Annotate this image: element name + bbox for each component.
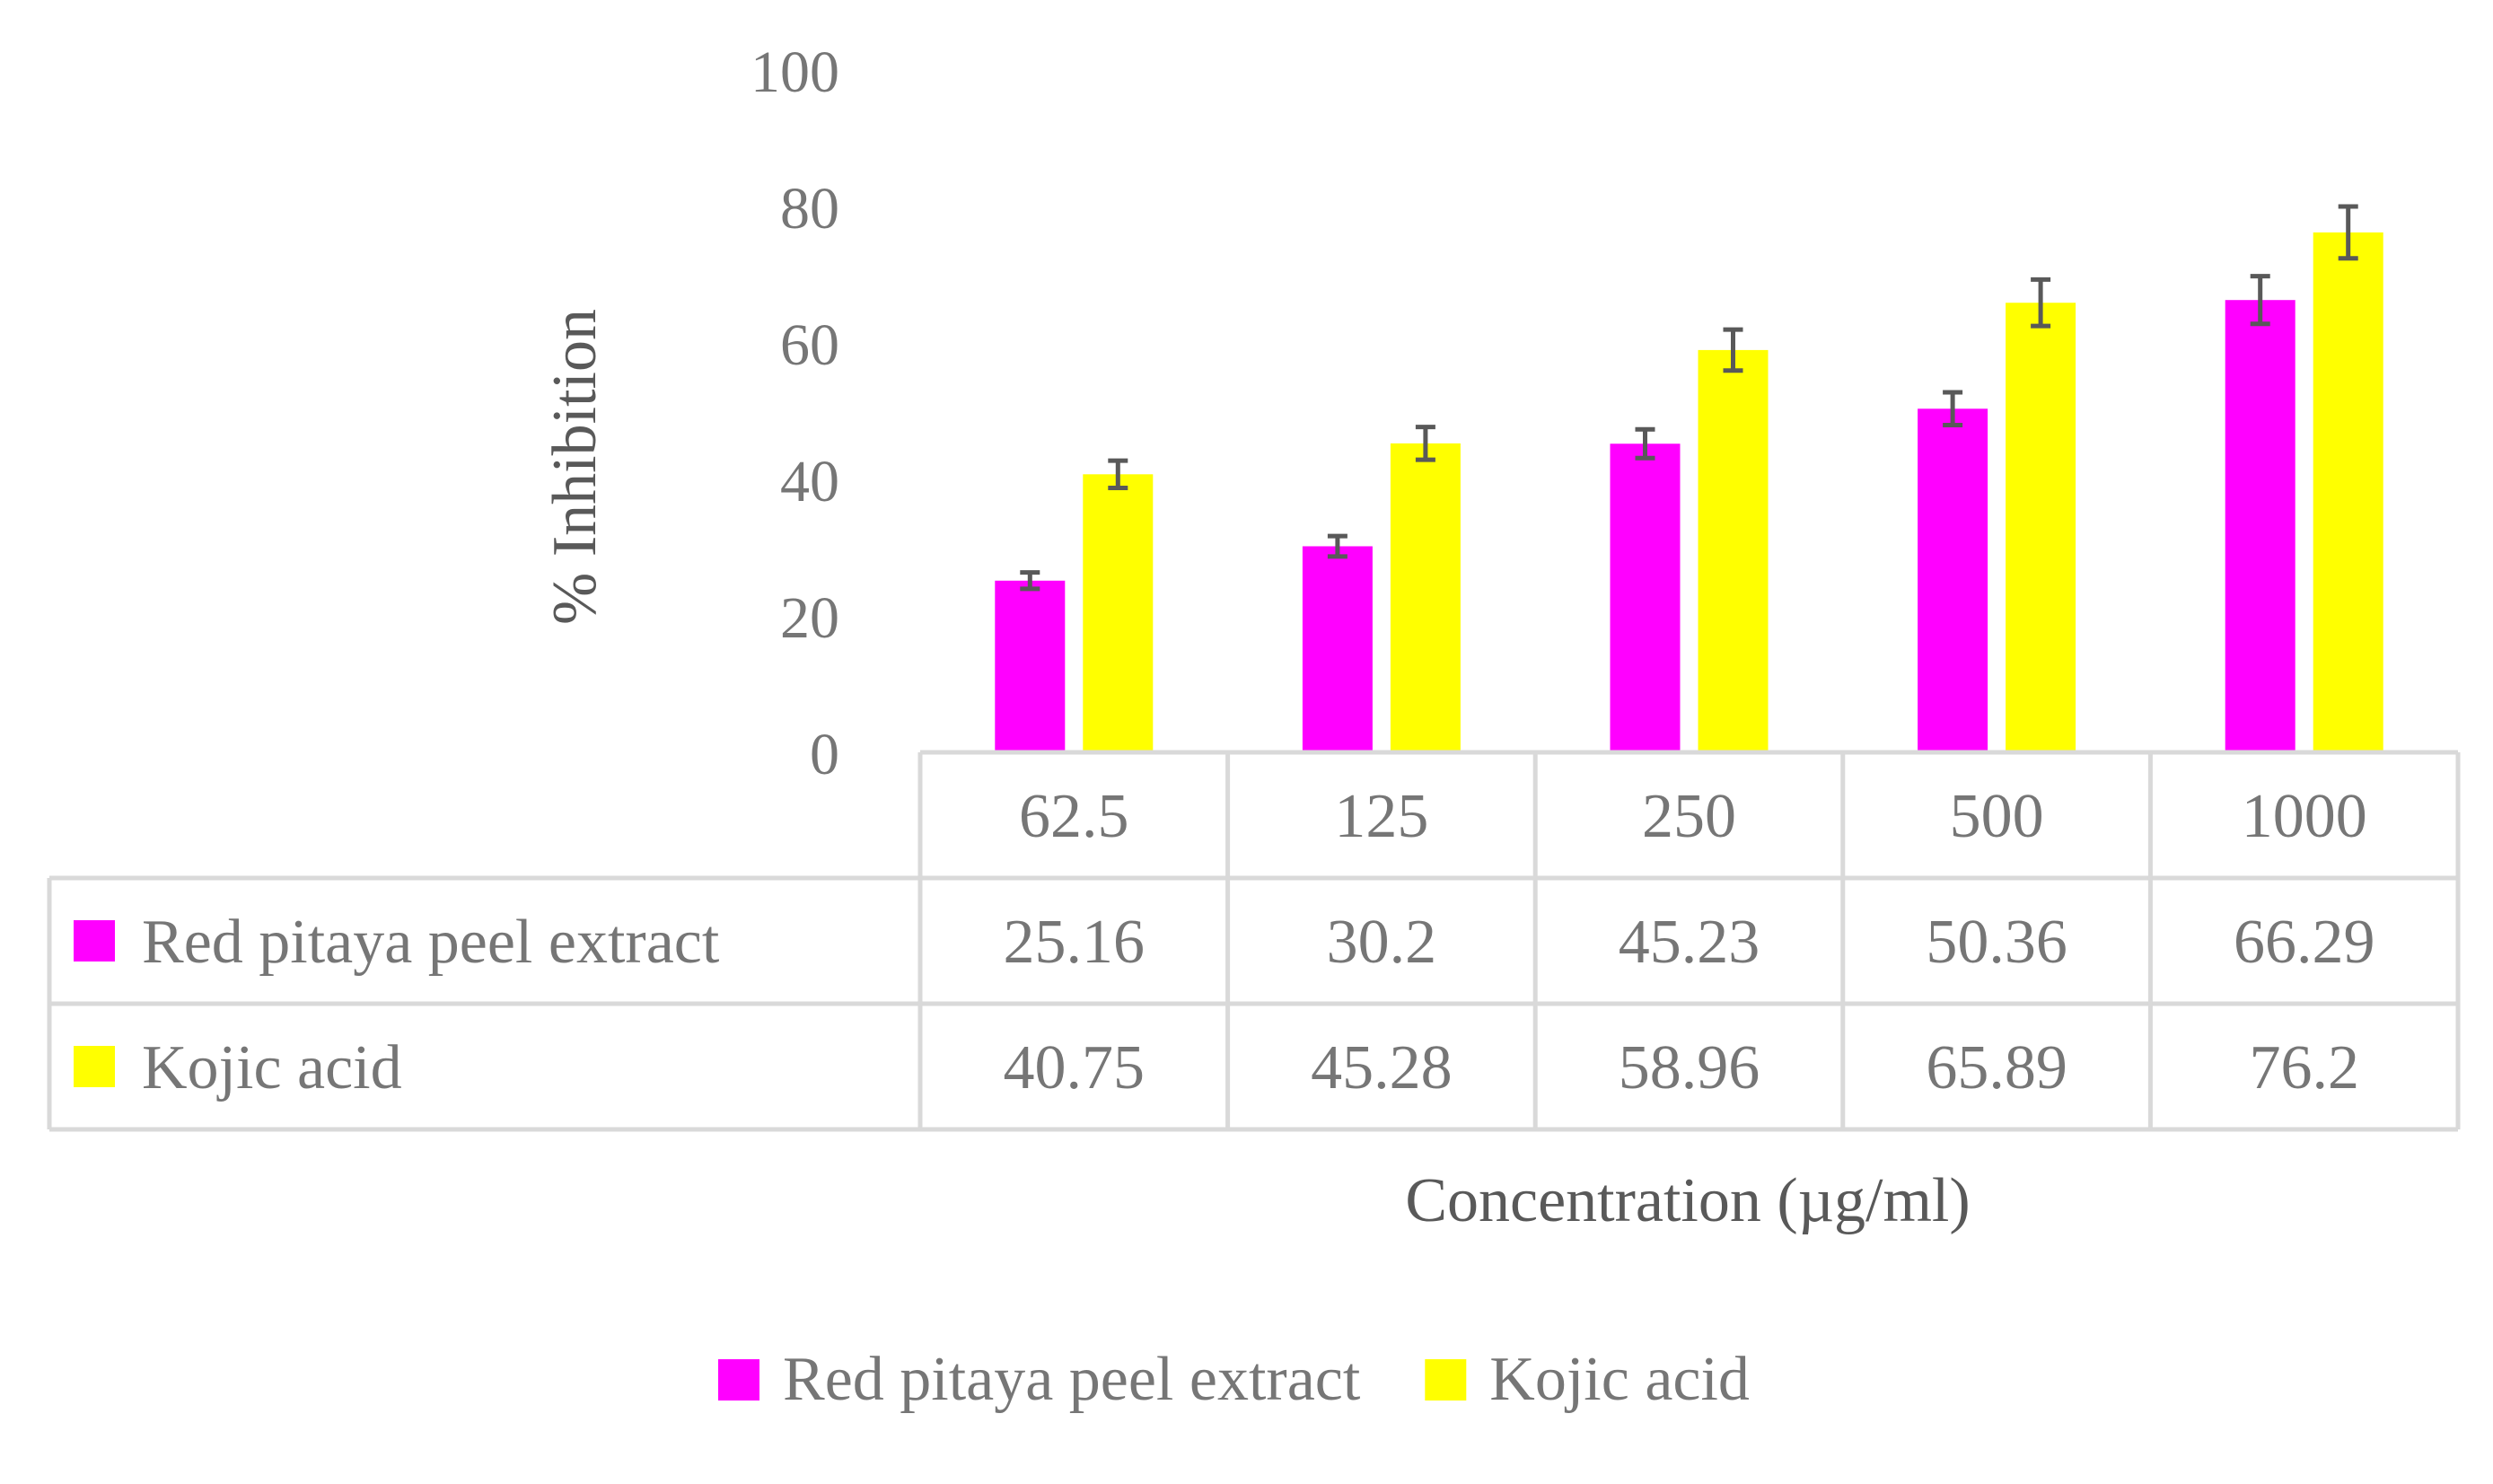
x-tick-label: 62.5 [1019,782,1129,851]
data-label: 65.89 [1926,1033,2067,1102]
data-label: 40.75 [1004,1033,1146,1102]
legend-key [1425,1359,1467,1401]
bar-red-pitaya [1302,546,1373,752]
x-tick-label: 125 [1334,782,1428,851]
legend: Red pitaya peel extract Kojic acid [718,1345,1750,1414]
y-tick-label: 100 [751,40,839,105]
error-bar [1108,458,1128,490]
bar-red-pitaya [995,580,1066,752]
data-label: 58.96 [1619,1033,1760,1102]
error-bar [2031,277,2051,329]
bar-kojic-acid [2006,303,2076,752]
error-bar [1415,425,1435,462]
y-tick-label: 80 [780,176,839,241]
data-label: 45.28 [1311,1033,1453,1102]
data-label: 50.36 [1926,908,2067,977]
table-series-name: Red pitaya peel extract [142,908,720,977]
x-tick-label: 500 [1950,782,2044,851]
table-series-name: Kojic acid [142,1033,402,1102]
bar-red-pitaya [1610,443,1681,752]
table-legend-key [74,920,115,962]
error-bar [1943,390,1963,428]
bar-kojic-acid [1083,474,1154,752]
y-tick-label: 20 [780,585,839,651]
bar-kojic-acid [2313,232,2383,752]
error-bar [1723,327,1743,373]
error-bar [1327,533,1347,559]
x-tick-label: 250 [1642,782,1736,851]
y-tick-label: 40 [780,449,839,514]
legend-key [718,1359,759,1401]
error-bar [1635,426,1655,461]
error-bar [1020,570,1040,592]
bar-red-pitaya [2225,300,2295,752]
data-label: 76.2 [2249,1033,2359,1102]
error-bar [2338,204,2358,261]
data-label: 25.16 [1004,908,1146,977]
bars [995,232,2383,752]
table-legend-key [74,1046,115,1087]
x-axis-label: Concentration (µg/ml) [1405,1166,1970,1235]
y-tick-label: 60 [780,312,839,378]
x-tick-label: 1000 [2242,782,2367,851]
data-label: 45.23 [1619,908,1760,977]
data-label: 30.2 [1327,908,1437,977]
data-label: 66.29 [2234,908,2375,977]
bar-red-pitaya [1918,408,1988,752]
legend-label: Kojic acid [1489,1345,1750,1414]
y-axis-ticks: 0 20 40 60 80 100 [751,40,839,787]
legend-label: Red pitaya peel extract [783,1345,1361,1414]
bar-kojic-acid [1390,443,1461,752]
error-bar [2250,274,2270,327]
bar-kojic-acid [1698,349,1769,752]
y-axis-label: % Inhibition [540,309,610,625]
error-bars [1020,204,2358,592]
y-tick-label: 0 [810,722,839,787]
data-table: 62.5 125 250 500 1000 Red pitaya peel extract… [47,750,2461,1132]
